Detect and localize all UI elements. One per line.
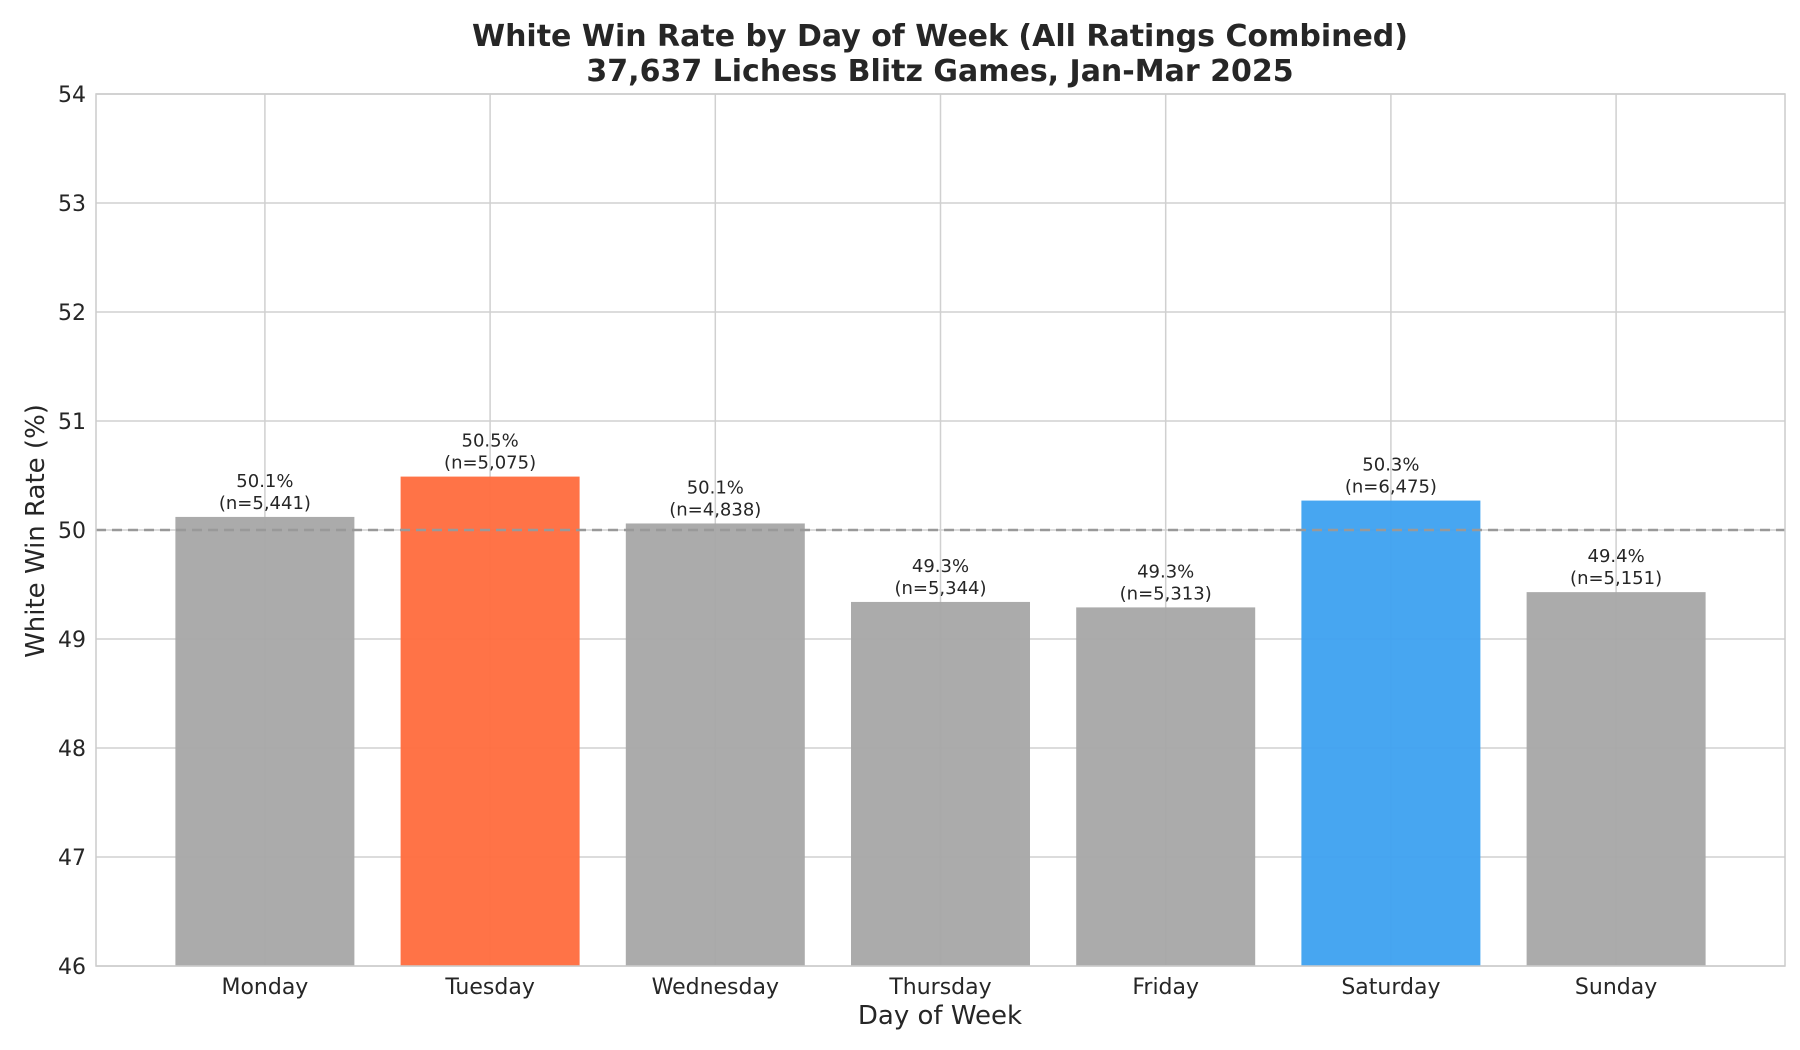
chart-title: White Win Rate by Day of Week (All Ratin… bbox=[472, 19, 1408, 54]
y-tick-label: 53 bbox=[58, 192, 86, 217]
bar-monday bbox=[175, 516, 355, 966]
x-tick-label: Thursday bbox=[888, 975, 991, 1000]
x-tick-label: Sunday bbox=[1575, 975, 1657, 1000]
bar-tuesday bbox=[400, 476, 580, 966]
bars bbox=[175, 476, 1706, 966]
y-tick-label: 49 bbox=[58, 628, 86, 653]
bar-friday bbox=[1076, 607, 1256, 966]
count-label: (n=5,075) bbox=[444, 453, 536, 474]
value-label: 50.5% bbox=[462, 431, 519, 452]
x-tick-label: Wednesday bbox=[652, 975, 779, 1000]
data-labels: 50.1%(n=5,441)50.5%(n=5,075)50.1%(n=4,83… bbox=[219, 431, 1662, 605]
y-tick-label: 47 bbox=[58, 846, 86, 871]
y-axis-label: White Win Rate (%) bbox=[21, 404, 51, 658]
count-label: (n=5,151) bbox=[1570, 568, 1662, 589]
chart-subtitle: 37,637 Lichess Blitz Games, Jan-Mar 2025 bbox=[586, 54, 1293, 89]
x-ticks: Monday Tuesday Wednesday Thursday Friday Satu… bbox=[221, 975, 1657, 1000]
x-axis-label: Day of Week bbox=[858, 1001, 1022, 1031]
y-tick-label: 52 bbox=[58, 301, 86, 326]
count-label: (n=5,313) bbox=[1120, 583, 1212, 604]
count-label: (n=6,475) bbox=[1345, 477, 1437, 498]
value-label: 50.1% bbox=[687, 477, 744, 498]
y-tick-label: 50 bbox=[58, 519, 86, 544]
x-tick-label: Monday bbox=[221, 975, 308, 1000]
bar-thursday bbox=[851, 601, 1030, 966]
value-label: 49.3% bbox=[1137, 561, 1194, 582]
x-tick-label: Tuesday bbox=[444, 975, 535, 1000]
x-tick-label: Saturday bbox=[1341, 975, 1440, 1000]
value-label: 49.3% bbox=[912, 556, 969, 577]
bar-wednesday bbox=[625, 523, 805, 966]
x-tick-label: Friday bbox=[1132, 975, 1199, 1000]
plot-frame bbox=[95, 93, 1786, 967]
value-label: 50.1% bbox=[236, 471, 293, 492]
y-tick-label: 51 bbox=[58, 410, 86, 435]
bar-sunday bbox=[1526, 592, 1706, 966]
value-label: 50.3% bbox=[1362, 455, 1419, 476]
y-tick-label: 48 bbox=[58, 737, 86, 762]
y-tick-label: 54 bbox=[58, 83, 86, 108]
count-label: (n=4,838) bbox=[669, 499, 761, 520]
value-label: 49.4% bbox=[1588, 546, 1645, 567]
count-label: (n=5,344) bbox=[894, 578, 986, 599]
y-ticks: 46 47 48 49 50 51 52 53 54 bbox=[58, 83, 86, 980]
count-label: (n=5,441) bbox=[219, 493, 311, 514]
y-tick-label: 46 bbox=[58, 955, 86, 980]
bar-saturday bbox=[1301, 500, 1481, 966]
